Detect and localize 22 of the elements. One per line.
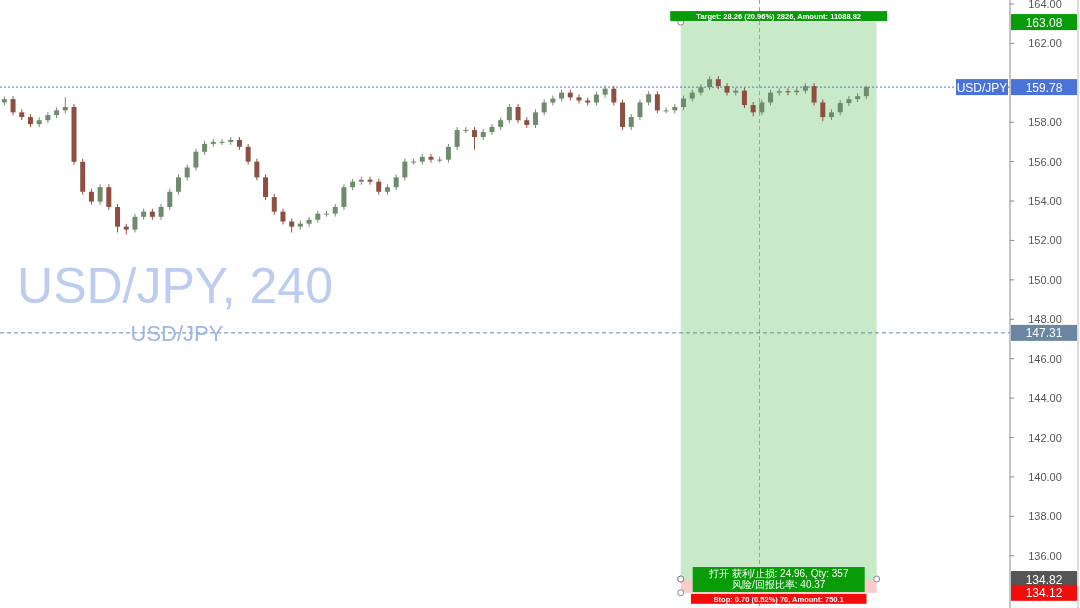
- y-tick-label: 146.00: [1028, 352, 1062, 365]
- y-tick-label: 150.00: [1028, 273, 1062, 286]
- y-tick-label: 140.00: [1028, 470, 1062, 483]
- y-tick-label: 158.00: [1028, 116, 1062, 129]
- text: 134.12: [1025, 586, 1063, 601]
- text: USD/JPY, 240: [17, 258, 333, 314]
- text: 163.08: [1025, 15, 1063, 30]
- annotation: USD/JPY: [956, 80, 1008, 95]
- y-tick-label: 156.00: [1028, 155, 1062, 168]
- y-tick-label: 162.00: [1028, 37, 1062, 50]
- text: 134.82: [1025, 572, 1063, 587]
- y-tick-label: 164.00: [1028, 0, 1062, 10]
- y-tick-label: 136.00: [1028, 549, 1062, 562]
- y-tick-label: 144.00: [1028, 392, 1062, 405]
- text: USD/JPY: [130, 321, 224, 346]
- y-tick-label: 152.00: [1028, 234, 1062, 247]
- ref-line-label: 147.31: [1025, 326, 1063, 341]
- y-tick-label: 142.00: [1028, 431, 1062, 444]
- y-tick-label: 154.00: [1028, 195, 1062, 208]
- y-tick-label: 138.00: [1028, 510, 1062, 523]
- y-tick-label: 148.00: [1028, 313, 1062, 326]
- ref-line-label: 159.78: [1025, 80, 1063, 95]
